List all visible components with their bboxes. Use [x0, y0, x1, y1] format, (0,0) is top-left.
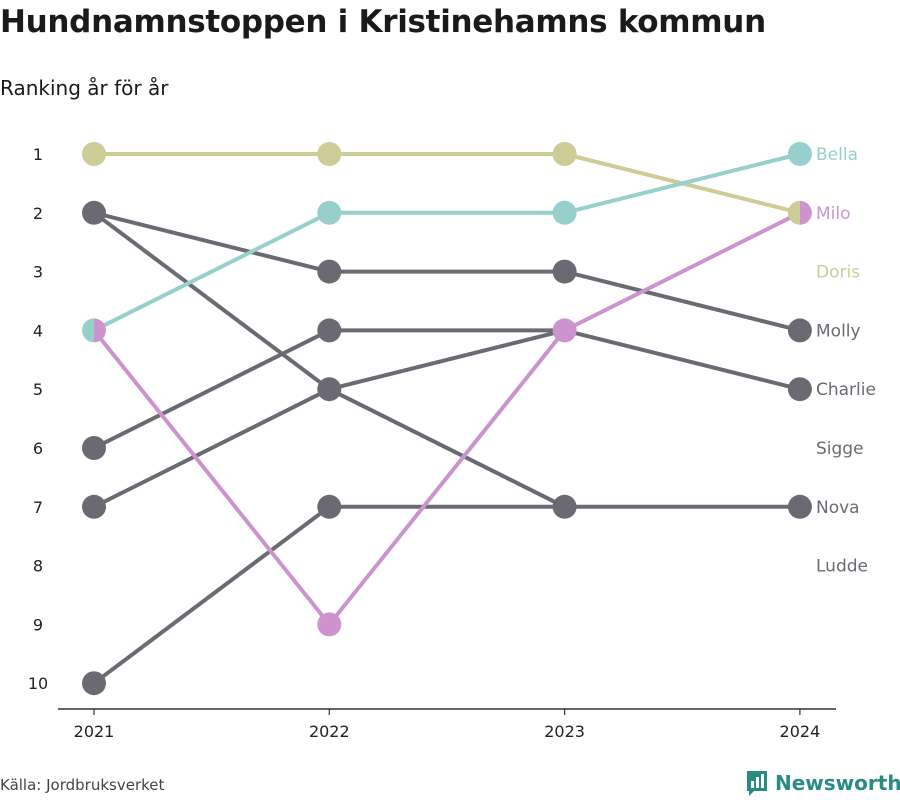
series-point-bella	[552, 200, 577, 225]
series-point-bella	[317, 200, 342, 225]
series-point-molly-nova	[82, 200, 106, 225]
series-line-nova	[92, 211, 800, 509]
y-tick-label: 10	[28, 674, 48, 693]
series-line-bella	[93, 152, 801, 333]
series-line-ludde	[92, 504, 565, 685]
series-point-molly	[552, 259, 577, 284]
series-point-bella-milo-left	[82, 318, 94, 343]
series-point-doris	[552, 142, 577, 166]
series-point-doris	[82, 142, 106, 166]
series-point-molly	[317, 259, 342, 284]
series-point-doris	[317, 142, 342, 166]
series-point-nova-ludde	[552, 494, 577, 519]
y-tick-label: 4	[33, 321, 43, 340]
end-label-molly: Molly	[816, 321, 861, 341]
x-axis-ticks: 2021 2022 2023 2024	[74, 709, 821, 741]
series-point-sigge	[82, 436, 106, 460]
series-line-molly	[93, 210, 801, 333]
series-point-bella-milo-right	[94, 318, 107, 343]
end-label-charlie: Charlie	[816, 380, 876, 400]
series-point-sigge	[317, 318, 342, 343]
series-point-nova	[787, 494, 812, 519]
y-tick-label: 6	[33, 439, 43, 458]
end-labels: Bella Milo Doris Molly Charlie Sigge Nova Ludde	[816, 145, 876, 577]
end-label-bella: Bella	[816, 145, 858, 165]
series-point-charlie-sigge-milo	[552, 318, 577, 343]
end-label-sigge: Sigge	[816, 439, 864, 459]
series-line-doris	[94, 152, 801, 215]
x-tick-label: 2023	[544, 722, 585, 741]
series-point-charlie	[82, 494, 106, 519]
bump-chart: 1 2 3 4 5 6 7 8 9 10 2021 2022 2023 2024 Bella Milo Do…	[28, 142, 876, 741]
y-tick-label: 8	[33, 557, 43, 576]
y-tick-label: 5	[33, 380, 43, 399]
bar-chart-icon	[747, 771, 767, 796]
series-line-charlie	[93, 328, 801, 509]
series-points	[82, 142, 812, 696]
brand-logo[interactable]: Newsworthy	[745, 768, 900, 798]
series-point-doris-milo-right	[799, 200, 812, 225]
chart-subtitle: Ranking år för år	[0, 76, 169, 100]
series-point-ludde	[317, 494, 342, 519]
series-line-milo	[92, 211, 801, 627]
end-label-milo: Milo	[816, 204, 851, 224]
series-point-ludde	[82, 671, 106, 696]
chart-title: Hundnamnstoppen i Kristinehamns kommun	[0, 4, 766, 40]
series-point-charlie	[787, 377, 812, 402]
end-label-nova: Nova	[816, 498, 860, 518]
series-point-molly	[787, 318, 812, 343]
series-lines	[92, 152, 801, 685]
y-tick-label: 3	[33, 263, 43, 282]
y-tick-label: 1	[33, 145, 43, 164]
y-tick-label: 9	[33, 615, 43, 634]
series-point-bella	[787, 142, 812, 166]
y-tick-label: 7	[33, 498, 43, 517]
end-label-ludde: Ludde	[816, 557, 868, 577]
y-axis-ticks: 1 2 3 4 5 6 7 8 9 10	[28, 145, 48, 693]
series-point-charlie-nova	[317, 377, 342, 402]
series-point-milo	[317, 612, 342, 637]
brand-name: Newsworthy	[775, 771, 900, 795]
x-tick-label: 2021	[74, 722, 115, 741]
series-point-doris-milo-left	[787, 200, 800, 225]
x-tick-label: 2024	[780, 722, 821, 741]
end-label-doris: Doris	[816, 263, 860, 283]
source-note: Källa: Jordbruksverket	[0, 776, 165, 794]
x-tick-label: 2022	[309, 722, 350, 741]
y-tick-label: 2	[33, 204, 43, 223]
